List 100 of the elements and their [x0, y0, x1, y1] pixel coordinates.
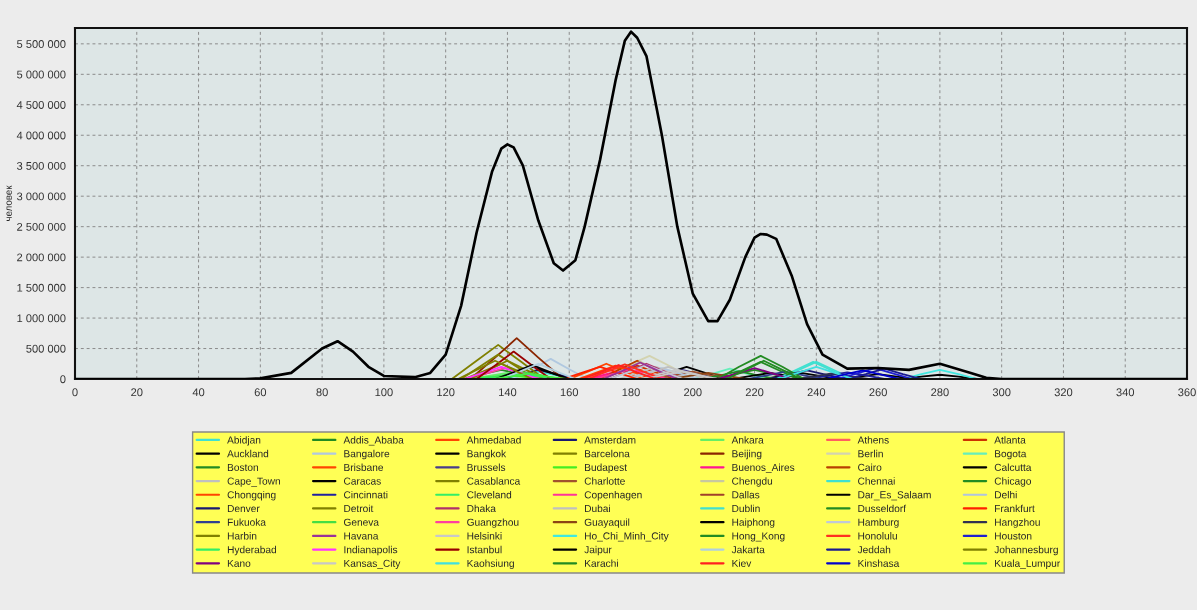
x-tick-label: 240: [807, 388, 826, 397]
y-tick-label: 2 000 000: [17, 253, 66, 262]
legend-label: Athens: [857, 436, 889, 444]
legend-label: Kano: [227, 559, 251, 567]
y-tick-label: 500 000: [26, 344, 66, 353]
legend-label: Dusseldorf: [858, 504, 907, 513]
legend-label: Ho_Chi_Minh_City: [585, 532, 669, 542]
x-tick-label: 80: [316, 388, 328, 397]
legend-label: Barcelona: [585, 449, 630, 458]
y-tick-label: 2 500 000: [17, 222, 66, 231]
legend-label: Hyderabad: [227, 545, 277, 556]
legend-label: Denver: [227, 505, 260, 513]
legend-label: Johannesburg: [994, 545, 1058, 556]
x-tick-label: 100: [375, 388, 393, 397]
legend-label: Brussels: [467, 463, 506, 471]
y-tick-label: 1 500 000: [17, 283, 66, 292]
legend-label: Guangzhou: [467, 518, 519, 528]
legend-label: Abidjan: [227, 436, 261, 446]
legend-label: Chengdu: [732, 477, 773, 487]
legend-label: Hong_Kong: [732, 532, 785, 542]
legend-label: Boston: [227, 463, 258, 471]
x-tick-label: 360: [1178, 388, 1196, 397]
legend-label: Harbin: [227, 532, 257, 540]
legend-label: Hangzhou: [995, 518, 1040, 528]
x-tick-label: 220: [745, 388, 764, 397]
legend-label: Cape_Town: [227, 477, 280, 487]
legend-label: Cairo: [858, 463, 882, 471]
legend-label: Casablanca: [467, 477, 521, 485]
legend-label: Honolulu: [858, 532, 897, 540]
legend-label: Beijing: [732, 449, 762, 460]
x-tick-label: 340: [1116, 388, 1135, 397]
x-tick-label: 200: [684, 388, 702, 397]
legend-label: Jeddah: [857, 545, 891, 554]
legend-label: Karachi: [585, 559, 618, 567]
x-tick-label: 120: [437, 388, 455, 397]
legend-label: Dhaka: [467, 504, 496, 513]
x-tick-label: 320: [1054, 388, 1073, 397]
y-tick-label: 5 000 000: [16, 70, 66, 79]
legend-label: Dublin: [732, 504, 760, 513]
legend-label: Guayaquil: [584, 518, 630, 528]
legend-label: Helsinki: [467, 532, 502, 540]
x-tick-label: 20: [131, 388, 143, 397]
x-tick-label: 60: [254, 388, 267, 397]
legend-label: Brisbane: [344, 463, 384, 471]
y-tick-label: 1 000 000: [17, 314, 66, 323]
x-tick-label: 280: [931, 388, 949, 397]
legend-label: Bangalore: [344, 449, 390, 460]
legend-label: Kinshasa: [858, 559, 900, 567]
legend-label: Kuala_Lumpur: [995, 559, 1061, 569]
x-tick-label: 140: [499, 388, 517, 397]
legend-label: Cincinnati: [344, 490, 388, 499]
legend-label: Ankara: [731, 436, 764, 444]
legend-label: Chicago: [994, 477, 1032, 487]
legend-label: Bogota: [995, 450, 1027, 460]
legend-label: Chongqing: [227, 490, 276, 501]
y-tick-label: 4 500 000: [16, 101, 66, 109]
legend-label: Dar_Es_Salaam: [858, 490, 931, 501]
legend-label: Auckland: [227, 449, 269, 458]
legend-label: Jakarta: [731, 545, 765, 554]
legend-label: Ahmedabad: [466, 436, 521, 444]
legend-label: Fukuoka: [227, 518, 266, 526]
legend-label: Indianapolis: [344, 545, 398, 556]
legend-label: Budapest: [585, 463, 627, 473]
legend-label: Houston: [995, 532, 1032, 540]
legend-label: Berlin: [858, 449, 883, 458]
y-tick-label: 3 000 000: [16, 192, 66, 201]
x-tick-label: 40: [192, 388, 205, 397]
x-tick-label: 0: [72, 388, 78, 397]
legend-label: Buenos_Aires: [732, 463, 795, 473]
legend-label: Istanbul: [467, 545, 502, 554]
legend-label: Calcutta: [994, 463, 1032, 471]
legend-label: Caracas: [344, 477, 381, 485]
x-tick-label: 180: [622, 388, 640, 397]
legend-label: Addis_Ababa: [343, 436, 404, 446]
legend-label: Jaipur: [584, 545, 612, 556]
legend-label: Geneva: [343, 518, 379, 526]
legend-label: Kaohsiung: [467, 559, 514, 569]
legend-label: Dubai: [585, 504, 610, 513]
legend-label: Dallas: [732, 490, 760, 499]
y-axis-title: человек: [6, 185, 12, 221]
legend-label: Havana: [344, 532, 379, 540]
legend-label: Charlotte: [584, 477, 625, 485]
legend-label: Kansas_City: [344, 559, 401, 569]
legend-label: Detroit: [344, 504, 374, 513]
y-tick-label: 4 000 000: [16, 131, 66, 140]
legend-label: Delhi: [995, 490, 1017, 499]
legend-label: Amsterdam: [584, 436, 636, 444]
x-tick-label: 160: [560, 388, 579, 397]
legend-label: Frankfurt: [995, 504, 1035, 513]
legend-label: Atlanta: [994, 436, 1026, 444]
y-tick-label: 5 500 000: [16, 40, 66, 48]
legend-label: Haiphong: [732, 518, 775, 528]
legend-label: Bangkok: [467, 449, 507, 460]
legend-label: Copenhagen: [584, 490, 642, 501]
legend-label: Kiev: [732, 559, 752, 567]
x-tick-label: 260: [869, 388, 887, 397]
y-tick-label: 0: [60, 375, 66, 384]
legend-label: Cleveland: [467, 490, 512, 499]
x-tick-label: 300: [992, 388, 1011, 397]
legend-label: Hamburg: [858, 518, 899, 528]
